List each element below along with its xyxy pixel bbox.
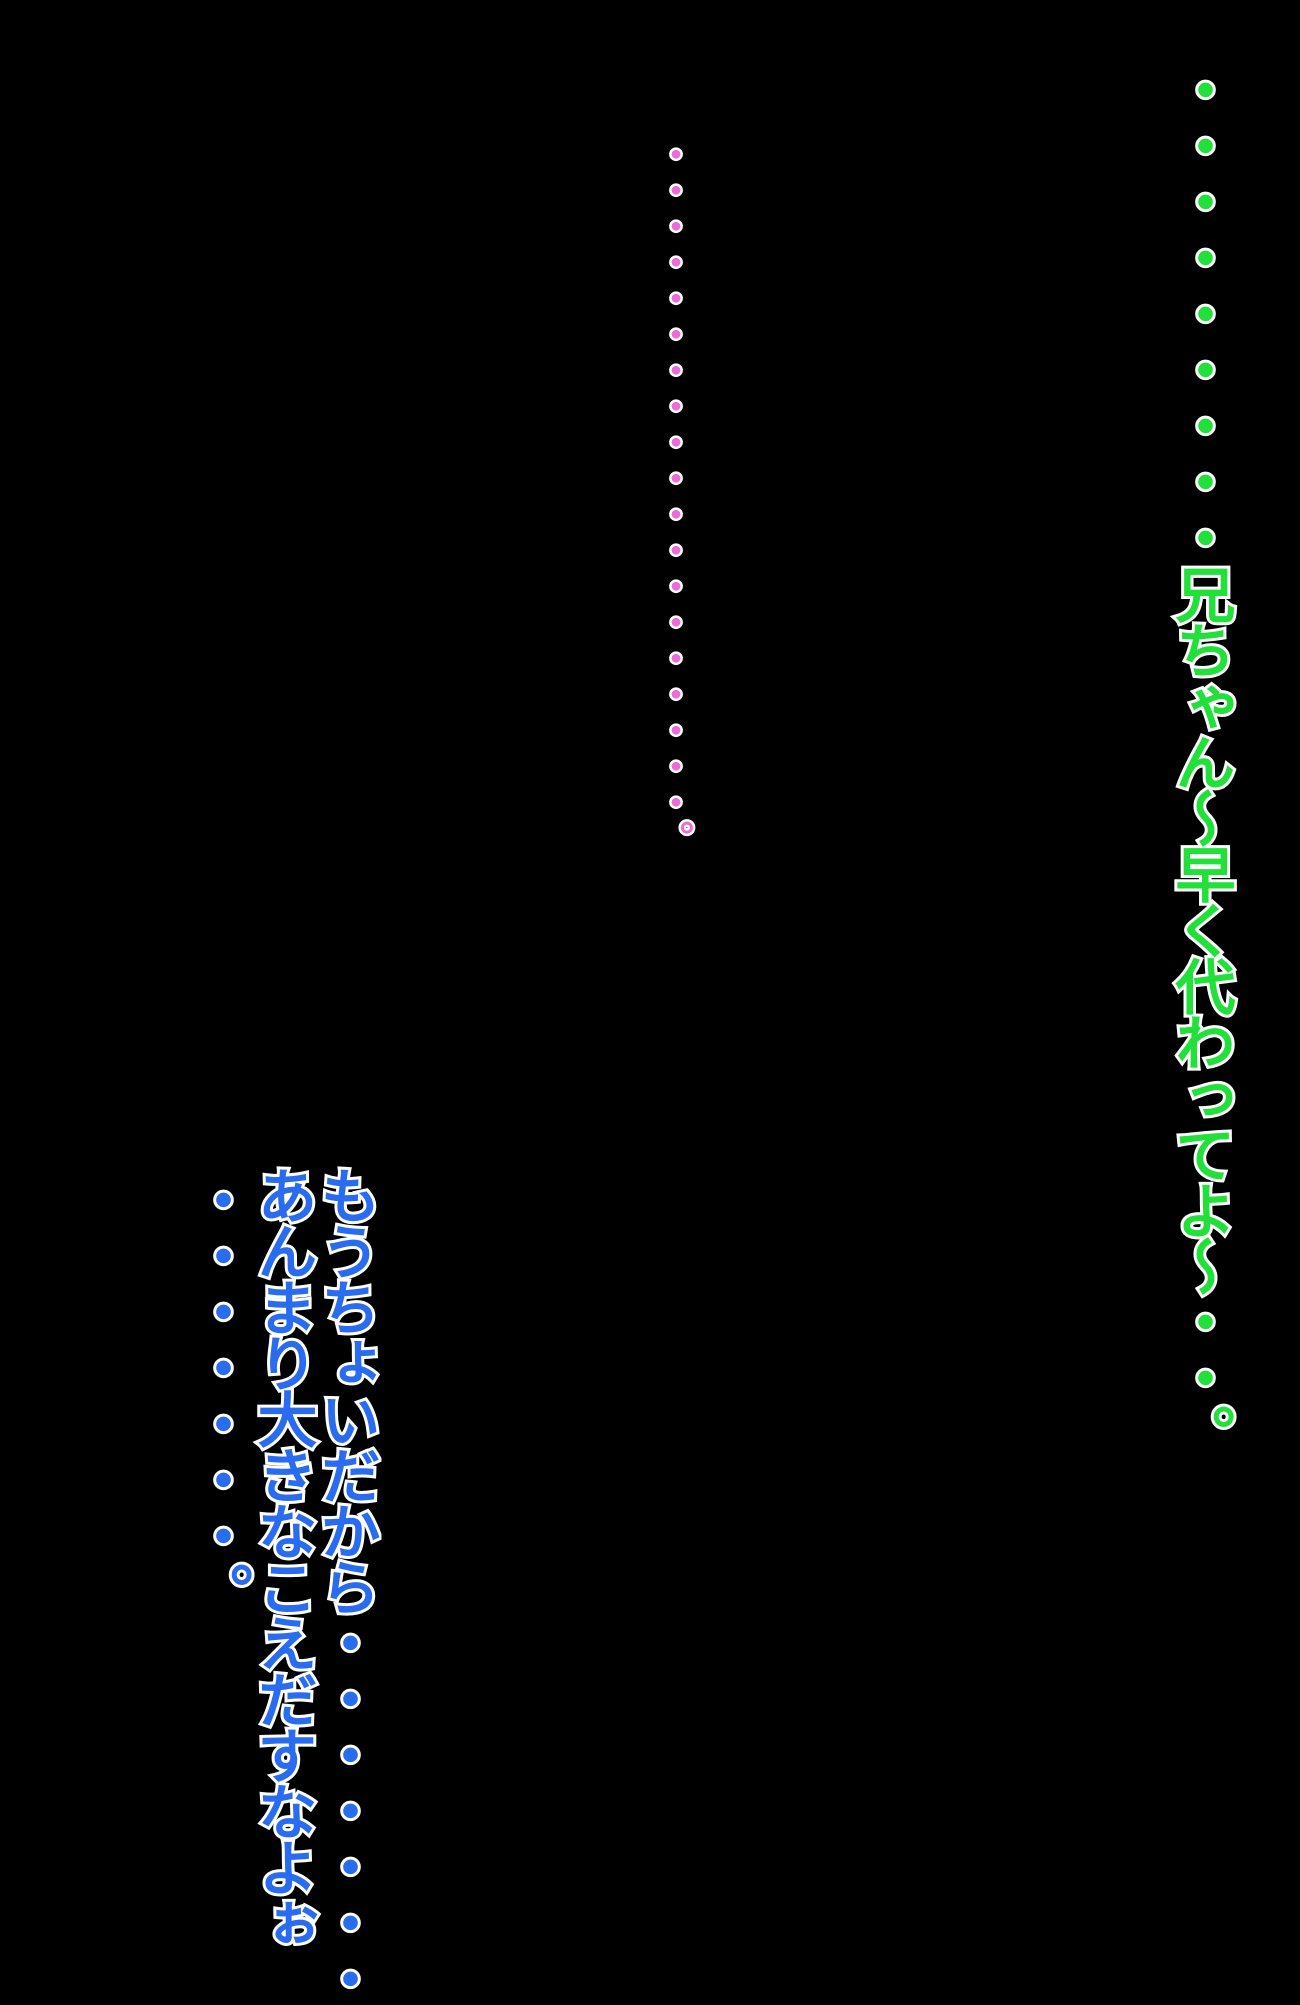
pink-speech-line: ・・・・・・・・・・・・・・・・・・・。	[650, 134, 696, 859]
blue-speech-line-1: もうちょいだから・・・・・・・	[307, 1162, 383, 2005]
blue-speech-line-2: あんまり大きなこえだすなよぉ	[244, 1162, 320, 1952]
green-speech-line: ・・・・・・・・・兄ちゃん～早く代わってよ～・・。	[1162, 57, 1238, 1463]
blue-speech-line-3: ・・・・・・・。	[180, 1167, 256, 1621]
